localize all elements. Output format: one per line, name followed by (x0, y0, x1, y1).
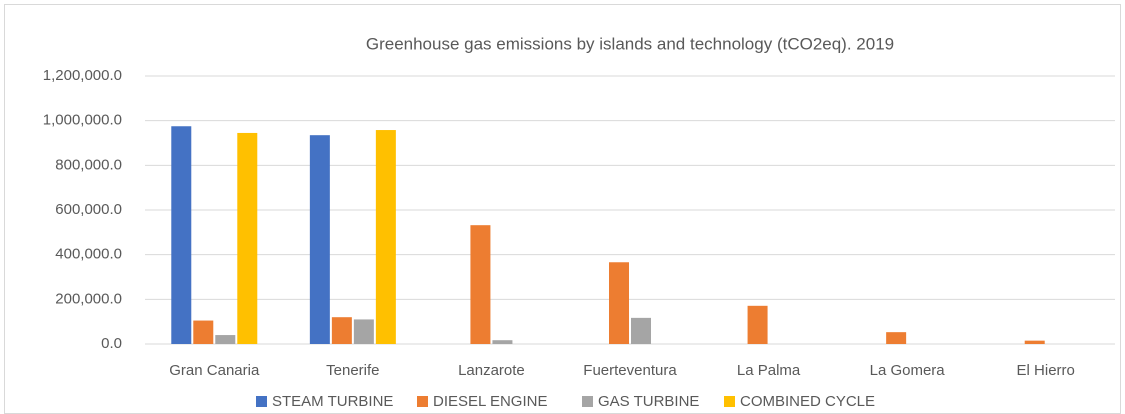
bar (886, 332, 907, 344)
chart-title: Greenhouse gas emissions by islands and … (366, 34, 894, 53)
bar (470, 225, 491, 344)
y-tick-label: 800,000.0 (55, 156, 122, 173)
legend-swatch (417, 396, 428, 407)
bar (375, 130, 396, 344)
bar (609, 262, 629, 344)
y-tick-label: 1,000,000.0 (43, 112, 122, 129)
x-tick-label: Lanzarote (458, 362, 525, 379)
y-tick-label: 400,000.0 (55, 246, 122, 263)
y-tick-label: 200,000.0 (55, 290, 122, 307)
x-tick-label: Gran Canaria (169, 362, 260, 379)
y-tick-label: 1,200,000.0 (43, 67, 122, 84)
y-tick-label: 0.0 (101, 335, 122, 352)
bar (171, 126, 192, 344)
legend-label: DIESEL ENGINE (433, 393, 547, 410)
bar (747, 305, 768, 344)
legend-swatch (582, 396, 593, 407)
y-tick-label: 600,000.0 (55, 201, 122, 218)
bar (1024, 340, 1045, 344)
x-tick-label: Tenerife (326, 362, 379, 379)
legend-swatch (256, 396, 267, 407)
legend-label: COMBINED CYCLE (740, 393, 875, 410)
bar (309, 135, 330, 344)
x-tick-label: La Palma (737, 362, 801, 379)
bar (237, 132, 258, 344)
bar (631, 317, 651, 344)
x-tick-label: El Hierro (1017, 362, 1075, 379)
legend-label: STEAM TURBINE (272, 393, 393, 410)
legend-label: GAS TURBINE (598, 393, 699, 410)
bar (193, 320, 214, 344)
x-tick-label: La Gomera (870, 362, 946, 379)
bar (492, 340, 513, 344)
bar (331, 317, 352, 344)
x-tick-label: Fuerteventura (583, 362, 677, 379)
bar (353, 319, 374, 344)
legend-swatch (724, 396, 735, 407)
bar (215, 335, 236, 344)
